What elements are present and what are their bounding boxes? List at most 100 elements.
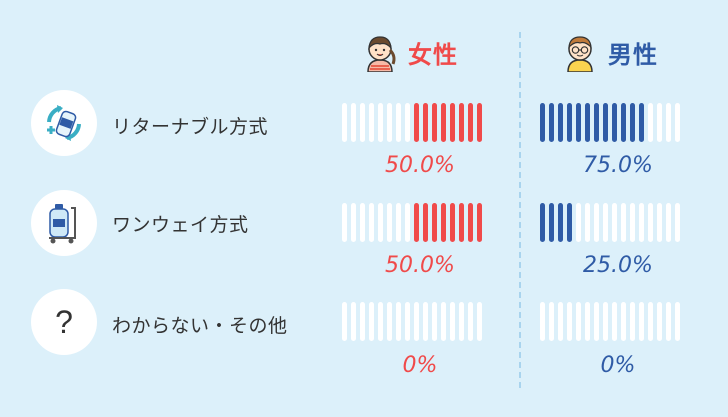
- bar-tick: [351, 302, 356, 341]
- bar-tick: [576, 302, 581, 341]
- bar-tick: [477, 302, 482, 341]
- column-divider: [519, 32, 521, 388]
- bar-tick: [378, 302, 383, 341]
- bar-tick: [540, 302, 545, 341]
- bar-tick: [414, 302, 419, 341]
- boy-avatar-icon: [567, 36, 593, 72]
- bar-tick: [351, 203, 356, 242]
- bar-female-unknown: [342, 302, 482, 341]
- bar-tick: [585, 203, 590, 242]
- bar-tick: [387, 103, 392, 142]
- bar-male-oneway: [540, 203, 680, 242]
- bar-tick: [468, 103, 473, 142]
- bar-tick: [477, 103, 482, 142]
- pct-male-unknown: 0%: [600, 353, 636, 378]
- bar-tick: [396, 103, 401, 142]
- bar-tick: [648, 302, 653, 341]
- row-icon-returnable: [31, 90, 97, 156]
- row-label-returnable: リターナブル方式: [112, 116, 269, 138]
- bar-tick: [594, 103, 599, 142]
- bar-tick: [540, 203, 545, 242]
- bar-tick: [405, 203, 410, 242]
- bar-tick: [423, 203, 428, 242]
- bar-tick: [342, 103, 347, 142]
- pct-female-oneway: 50.0%: [385, 253, 455, 278]
- water-cart-icon: [49, 204, 76, 244]
- bar-tick: [549, 203, 554, 242]
- bar-tick: [567, 203, 572, 242]
- bar-tick: [558, 203, 563, 242]
- bar-tick: [405, 103, 410, 142]
- bar-tick: [432, 302, 437, 341]
- bar-tick: [639, 203, 644, 242]
- bar-tick: [549, 302, 554, 341]
- bar-tick: [540, 103, 545, 142]
- bar-tick: [612, 203, 617, 242]
- bar-tick: [612, 103, 617, 142]
- svg-text:?: ?: [55, 304, 73, 340]
- bar-tick: [585, 302, 590, 341]
- bar-female-oneway: [342, 203, 482, 242]
- bar-tick: [648, 103, 653, 142]
- bar-tick: [558, 103, 563, 142]
- bar-tick: [648, 203, 653, 242]
- bar-tick: [441, 203, 446, 242]
- bar-tick: [558, 302, 563, 341]
- bar-tick: [432, 203, 437, 242]
- bar-tick: [567, 302, 572, 341]
- bar-female-returnable: [342, 103, 482, 142]
- bar-tick: [576, 103, 581, 142]
- male-header: 男性: [560, 32, 658, 72]
- bar-tick: [414, 103, 419, 142]
- bar-tick: [567, 103, 572, 142]
- bar-tick: [360, 302, 365, 341]
- bar-tick: [414, 203, 419, 242]
- bar-tick: [594, 302, 599, 341]
- girl-avatar-icon: [367, 36, 396, 72]
- bar-tick: [603, 302, 608, 341]
- bar-male-unknown: [540, 302, 680, 341]
- bar-tick: [387, 302, 392, 341]
- bar-tick: [675, 103, 680, 142]
- bar-tick: [459, 302, 464, 341]
- bar-tick: [450, 302, 455, 341]
- bar-tick: [369, 203, 374, 242]
- row-label-oneway: ワンウェイ方式: [112, 214, 249, 236]
- bar-tick: [360, 203, 365, 242]
- bar-tick: [639, 302, 644, 341]
- bar-tick: [450, 203, 455, 242]
- row-icon-oneway: [31, 190, 97, 256]
- bar-tick: [405, 302, 410, 341]
- bar-tick: [657, 203, 662, 242]
- bar-tick: [621, 302, 626, 341]
- bar-tick: [396, 203, 401, 242]
- bar-tick: [369, 302, 374, 341]
- bar-tick: [657, 302, 662, 341]
- bar-tick: [666, 103, 671, 142]
- bar-tick: [630, 203, 635, 242]
- bar-tick: [450, 103, 455, 142]
- bar-tick: [423, 302, 428, 341]
- recycle-bottle-icon: [47, 105, 81, 141]
- bar-tick: [360, 103, 365, 142]
- bar-tick: [666, 203, 671, 242]
- bar-tick: [576, 203, 581, 242]
- bar-tick: [603, 203, 608, 242]
- female-label: 女性: [408, 40, 458, 69]
- bar-tick: [594, 203, 599, 242]
- bar-tick: [675, 302, 680, 341]
- question-mark-icon: ?: [55, 304, 73, 340]
- bar-tick: [432, 103, 437, 142]
- bar-tick: [387, 203, 392, 242]
- bar-tick: [621, 103, 626, 142]
- bar-tick: [369, 103, 374, 142]
- bar-tick: [666, 302, 671, 341]
- bar-tick: [396, 302, 401, 341]
- bar-tick: [630, 302, 635, 341]
- bar-tick: [630, 103, 635, 142]
- bar-tick: [351, 103, 356, 142]
- bar-tick: [441, 103, 446, 142]
- bar-tick: [603, 103, 608, 142]
- pct-male-oneway: 25.0%: [583, 253, 653, 278]
